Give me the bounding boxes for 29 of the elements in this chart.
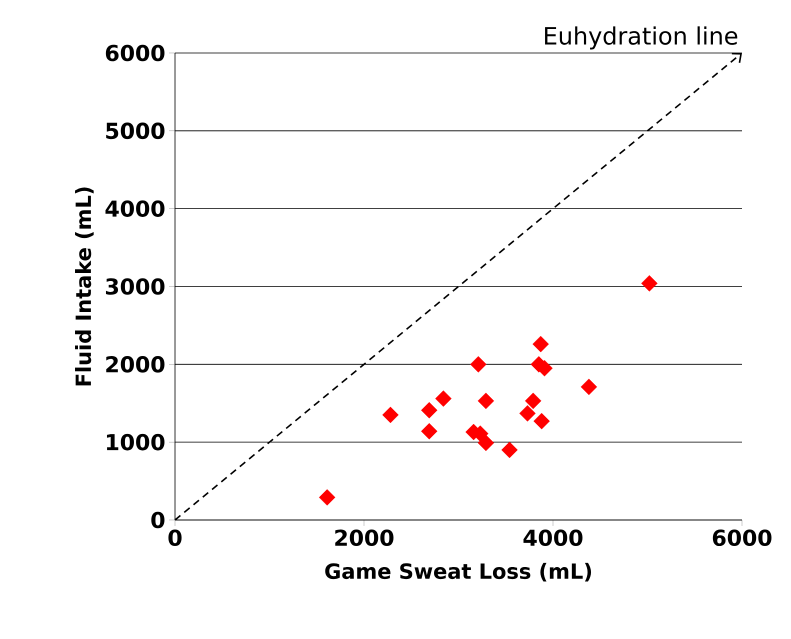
- point: [470, 356, 487, 373]
- x-axis-title: Game Sweat Loss (mL): [325, 562, 592, 582]
- point: [532, 336, 549, 352]
- point: [524, 392, 542, 410]
- point: [533, 412, 550, 430]
- y-tick-label: 6000: [106, 44, 164, 62]
- point: [478, 434, 494, 452]
- x-tick-label: 2000: [335, 529, 394, 546]
- x-tick-label: 4000: [523, 529, 582, 546]
- series-label: Euhydration line: [545, 26, 738, 50]
- point: [421, 402, 438, 418]
- point: [318, 489, 336, 506]
- y-tick-label: 4000: [105, 200, 164, 217]
- point: [519, 405, 536, 422]
- point: [421, 423, 438, 440]
- x-tick-label: 0: [168, 529, 182, 546]
- y-tick-label: 3000: [106, 278, 164, 295]
- y-tick-label: 5000: [106, 122, 164, 140]
- point: [382, 406, 399, 424]
- point: [435, 390, 452, 407]
- y-tick-label: 2000: [106, 356, 164, 373]
- y-tick-label: 1000: [106, 434, 164, 450]
- point: [580, 378, 598, 396]
- y-axis-title: Fluid Intake (mL): [75, 187, 94, 386]
- point: [641, 275, 658, 292]
- y-tick-label: 0: [151, 512, 164, 528]
- point: [478, 392, 494, 410]
- x-tick-label: 6000: [712, 529, 772, 546]
- point: [501, 442, 518, 458]
